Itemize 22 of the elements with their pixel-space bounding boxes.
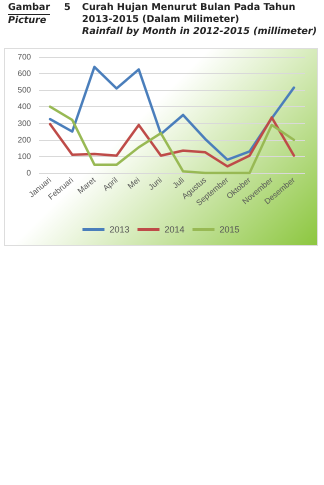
y-tick-label: 300 — [18, 118, 32, 128]
x-tick-label: Mei — [126, 175, 142, 191]
y-tick-label: 200 — [18, 135, 32, 144]
y-tick-label: 100 — [18, 152, 32, 161]
y-tick-label: 500 — [18, 86, 32, 95]
line-series — [48, 66, 296, 161]
legend-label: 2013 — [109, 224, 130, 234]
y-tick-label: 700 — [18, 52, 32, 62]
y-tick-label: 600 — [18, 69, 32, 78]
x-tick-label: Juli — [170, 175, 186, 190]
line-series — [48, 116, 296, 168]
text: 5 — [64, 2, 71, 14]
y-tick-label: 0 — [26, 168, 32, 178]
y-tick-label: 400 — [18, 102, 32, 112]
chart-subtitle: Rainfall by Month in 2012-2015 (millimeter) — [82, 26, 318, 38]
text: Picture — [8, 15, 46, 27]
chart-title: Curah Hujan Menurut Bulan Pada Tahun 2013-2015 (Dalam Milimeter) — [82, 2, 296, 26]
legend-label: 2015 — [220, 224, 240, 234]
line-series — [48, 105, 296, 174]
legend-label: 2014 — [164, 224, 185, 234]
x-tick-label: Juni — [146, 175, 164, 192]
text: Gambar — [8, 2, 50, 15]
